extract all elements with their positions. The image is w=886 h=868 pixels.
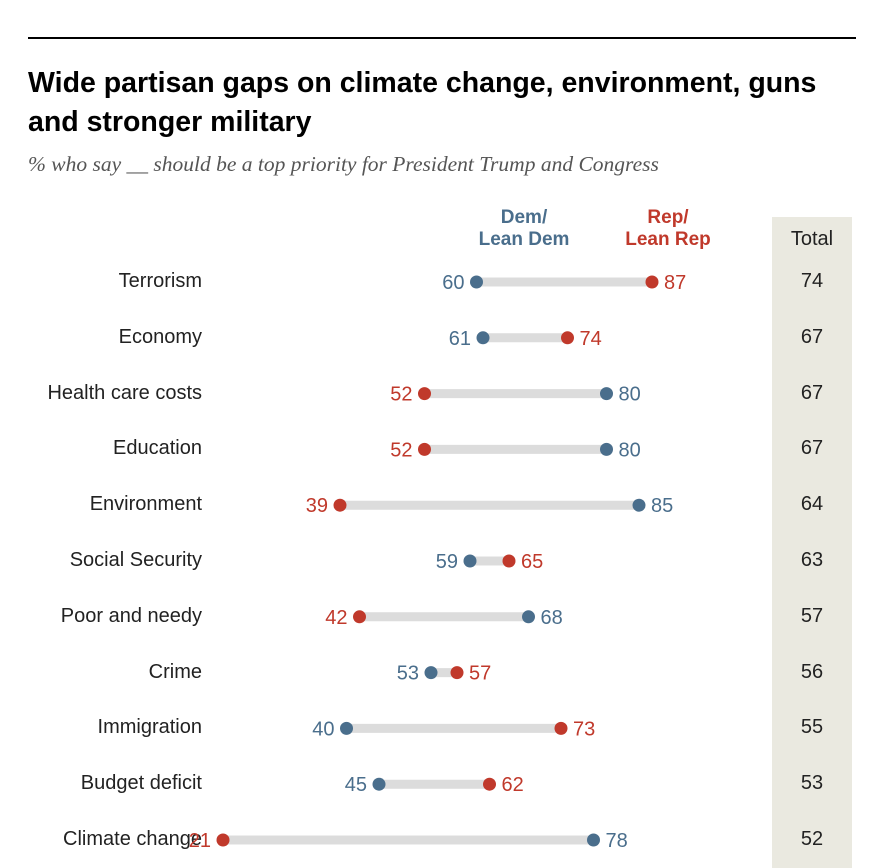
rep-value-label: 62 <box>502 774 524 796</box>
rep-dot <box>353 610 366 624</box>
dem-value-label: 80 <box>619 439 641 461</box>
total-value: 53 <box>800 772 824 795</box>
dem-value-label: 68 <box>541 607 563 629</box>
rep-value-label: 74 <box>580 328 602 350</box>
category-label: Economy <box>118 325 202 348</box>
rep-value-label: 52 <box>390 439 412 461</box>
total-value: 57 <box>800 604 824 627</box>
category-label: Poor and needy <box>60 604 202 627</box>
legend-dem-line1: Dem/ <box>500 207 548 228</box>
category-label: Immigration <box>97 716 202 739</box>
legend-rep-line2: Lean Rep <box>625 229 711 250</box>
dem-value-label: 40 <box>312 718 334 740</box>
dem-value-label: 45 <box>345 774 367 796</box>
dem-value-label: 59 <box>436 551 458 573</box>
legend-rep-line1: Rep/ <box>647 207 689 228</box>
total-value: 67 <box>800 325 824 348</box>
rep-dot <box>483 777 496 791</box>
total-value: 67 <box>800 381 824 404</box>
dem-dot <box>372 777 386 791</box>
dem-dot <box>522 610 535 624</box>
dem-dot <box>587 833 600 847</box>
rep-dot <box>645 275 659 289</box>
dem-dot <box>476 331 490 345</box>
rep-dot <box>418 442 431 456</box>
rep-dot <box>502 554 516 568</box>
total-value: 55 <box>800 716 824 739</box>
rep-dot <box>333 498 347 512</box>
dem-dot <box>424 666 438 680</box>
legend-dem-line2: Lean Dem <box>478 229 570 250</box>
dem-dot <box>632 498 646 512</box>
rep-value-label: 73 <box>573 718 595 740</box>
total-column-background <box>772 217 852 868</box>
dem-dot <box>340 721 353 735</box>
dem-value-label: 61 <box>449 328 471 350</box>
legend-rep: Rep/ Lean Rep <box>610 207 726 251</box>
rep-value-label: 57 <box>469 663 491 685</box>
total-value: 67 <box>800 437 824 460</box>
rep-value-label: 21 <box>189 830 211 852</box>
rep-value-label: 65 <box>521 551 543 573</box>
rep-dot <box>450 666 464 680</box>
dem-value-label: 78 <box>606 830 628 852</box>
dem-value-label: 60 <box>442 272 464 294</box>
rep-value-label: 87 <box>664 272 686 294</box>
rep-dot <box>554 721 568 735</box>
chart-title: Wide partisan gaps on climate change, en… <box>28 67 817 138</box>
dem-dot <box>463 554 477 568</box>
rep-dot <box>216 833 230 847</box>
rep-value-label: 42 <box>325 607 347 629</box>
category-label: Climate change <box>63 828 202 850</box>
dem-dot <box>470 275 483 289</box>
dem-value-label: 80 <box>619 384 641 406</box>
top-rule <box>28 37 856 39</box>
total-value: 64 <box>800 493 824 516</box>
category-label: Budget deficit <box>80 772 202 795</box>
rep-value-label: 39 <box>306 495 328 517</box>
total-column-header: Total <box>790 228 834 250</box>
legend-dem: Dem/ Lean Dem <box>466 207 582 251</box>
category-label: Crime <box>148 660 202 683</box>
dem-value-label: 85 <box>651 495 673 517</box>
rep-value-label: 52 <box>390 384 412 406</box>
category-label: Terrorism <box>118 270 202 292</box>
rep-dot <box>418 387 431 401</box>
total-value: 63 <box>800 549 824 571</box>
total-value: 56 <box>800 660 824 683</box>
total-value: 74 <box>800 270 824 292</box>
category-label: Education <box>113 437 202 460</box>
category-label: Health care costs <box>47 381 202 404</box>
category-label: Environment <box>89 493 202 516</box>
total-value: 52 <box>800 828 824 850</box>
dem-dot <box>600 387 613 401</box>
rep-dot <box>561 331 574 345</box>
category-label: Social Security <box>69 549 202 571</box>
dem-dot <box>600 442 613 456</box>
dem-value-label: 53 <box>397 663 419 685</box>
chart-subtitle: % who say __ should be a top priority fo… <box>28 152 659 176</box>
